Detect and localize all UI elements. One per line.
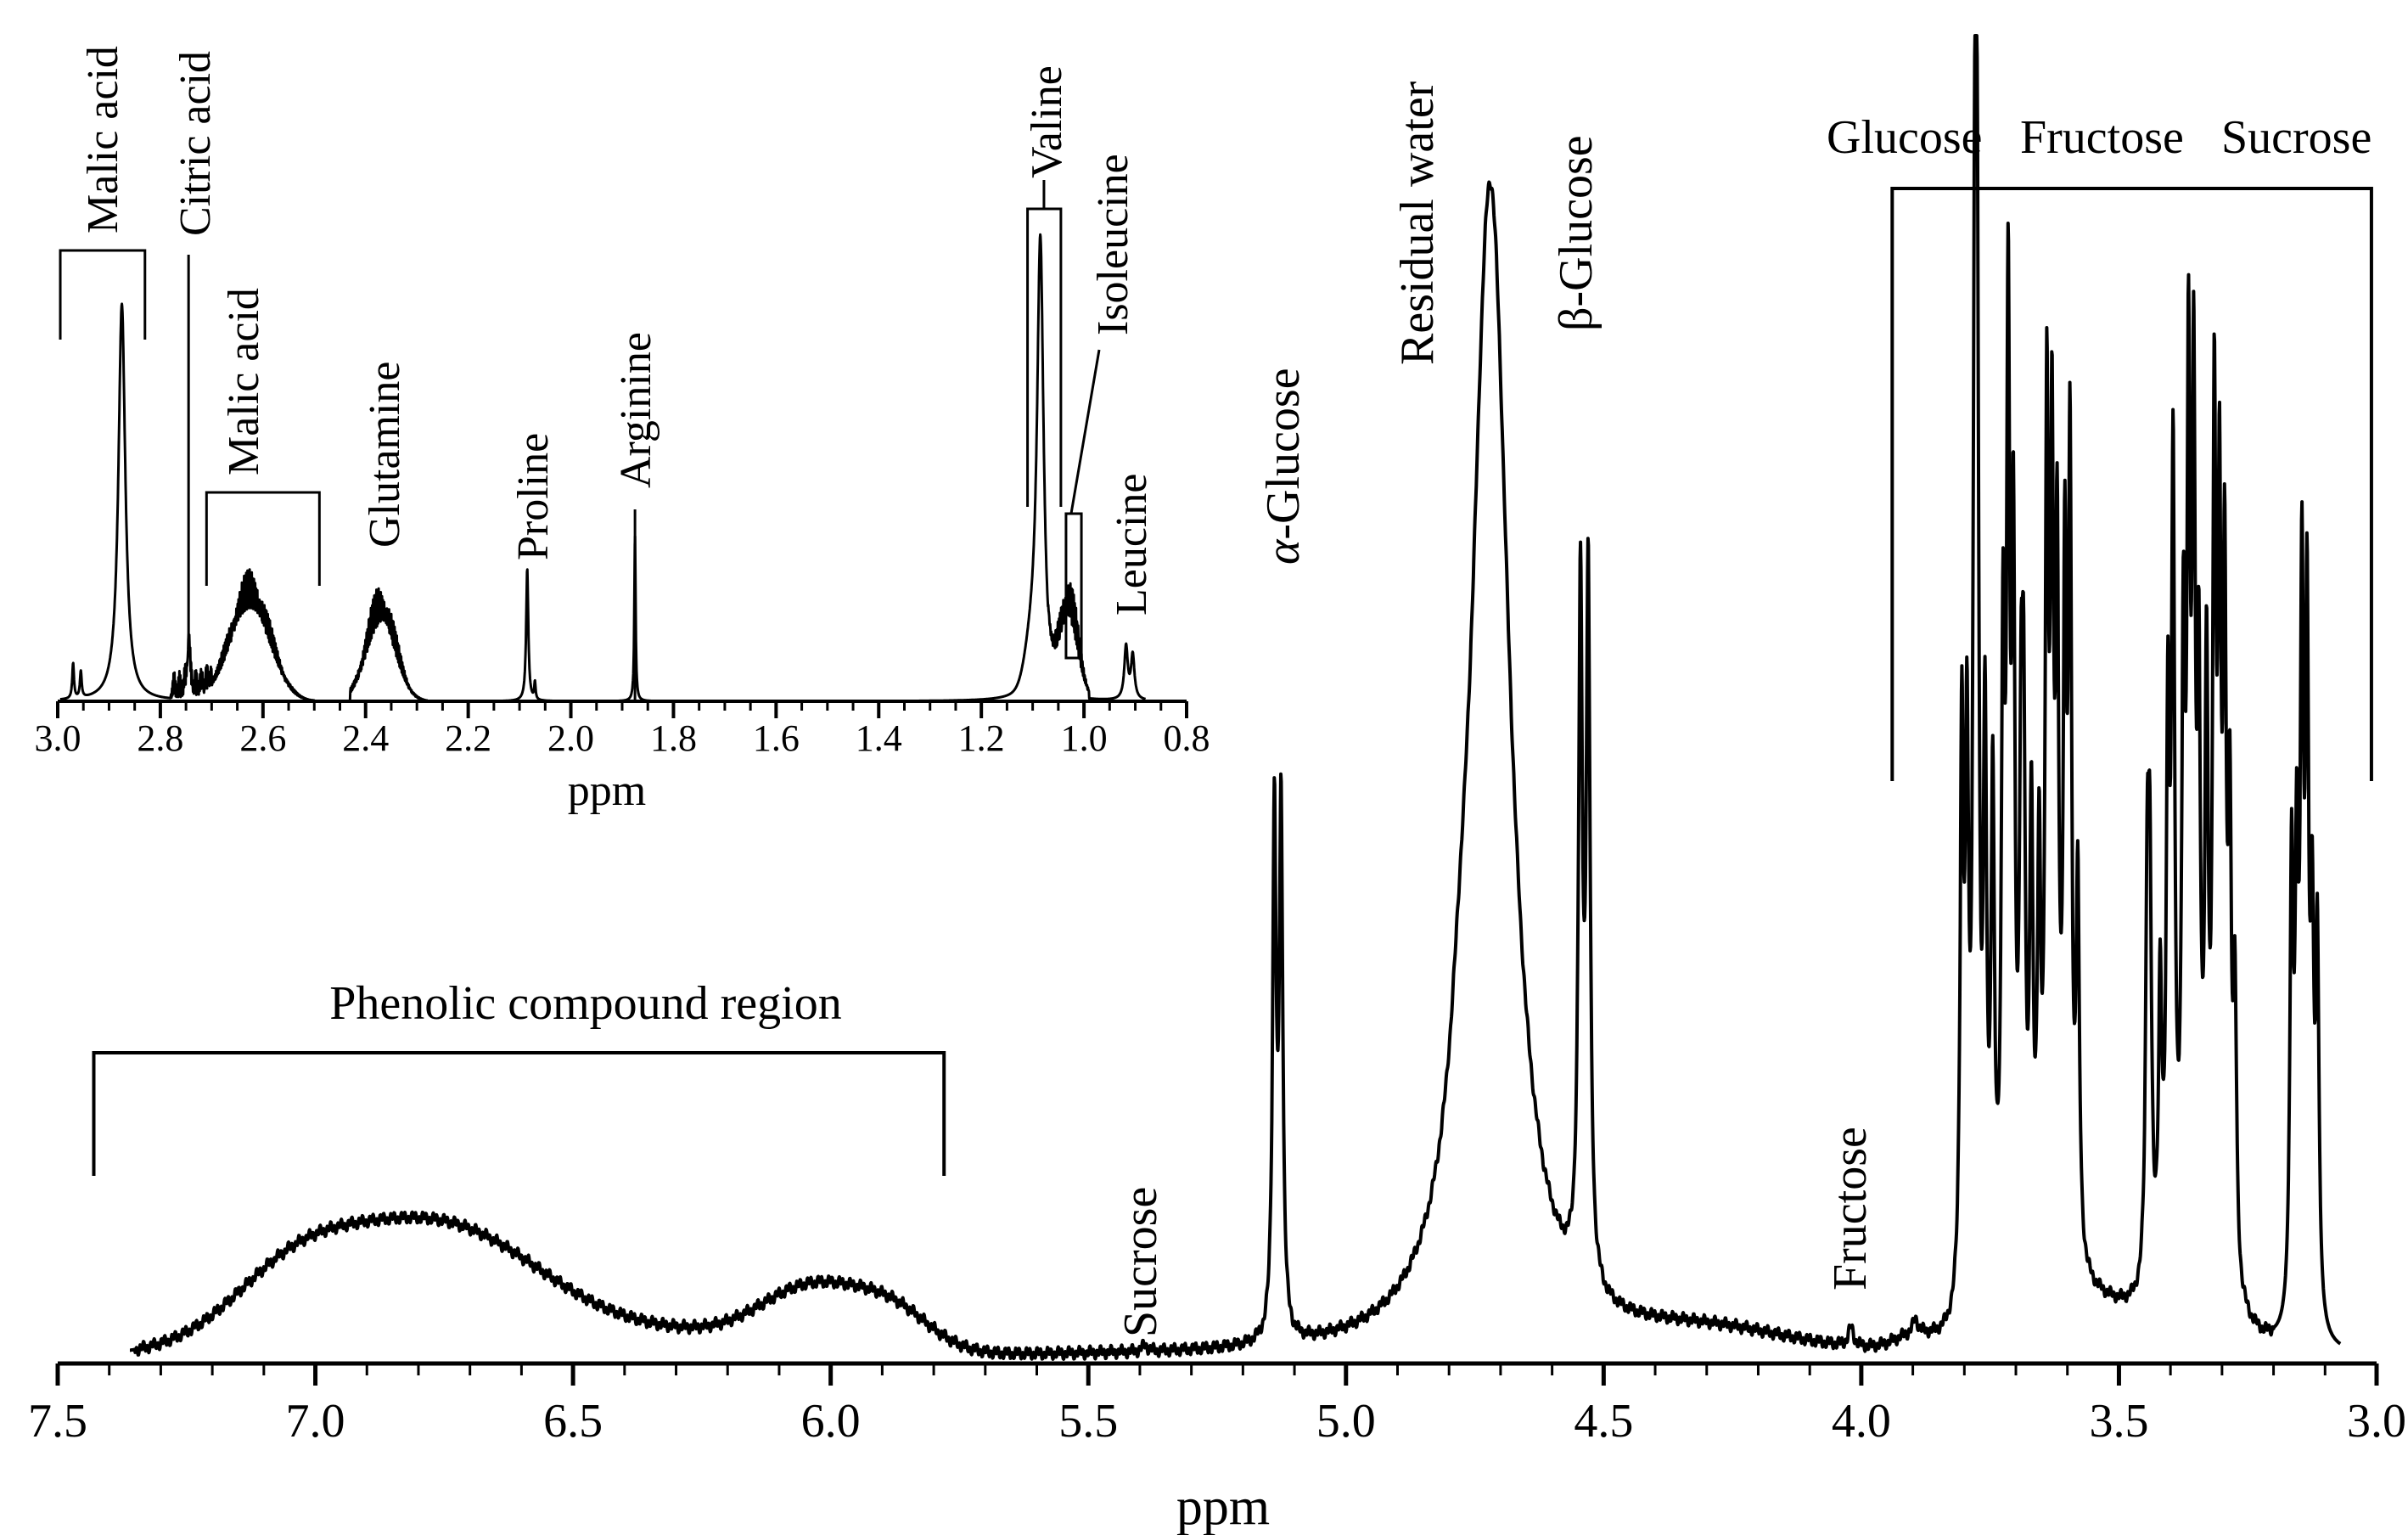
alpha-glucose-greek: α — [1257, 538, 1310, 565]
inset-tick-label: 2.6 — [239, 717, 286, 759]
proline-label: Proline — [509, 433, 558, 560]
main-tick-label: 5.0 — [1316, 1395, 1376, 1448]
main-tick-label: 5.5 — [1058, 1395, 1118, 1448]
inset-tick-label: 2.2 — [445, 717, 491, 759]
malic-acid-2-label: Malic acid — [220, 288, 268, 475]
main-x-axis-label: ppm — [1176, 1478, 1270, 1535]
phenolic-region-bracket — [92, 1051, 946, 1176]
citric-acid-label: Citric acid — [171, 51, 220, 236]
isoleucine-bracket-box — [1064, 512, 1083, 660]
inset-tick-label: 2.0 — [547, 717, 594, 759]
inset-tick-label: 2.4 — [342, 717, 389, 759]
main-tick-label: 3.0 — [2347, 1395, 2406, 1448]
inset-spectrum-chart: 3.0 2.8 2.6 2.4 2.2 2.0 1.8 1.6 1.4 1.2 1.0 0.8 ppm… — [35, 46, 1210, 815]
valine-label: Valine — [1023, 65, 1071, 178]
inset-x-axis-label: ppm — [568, 767, 646, 815]
glutamine-label: Glutamine — [361, 361, 409, 548]
main-tick-label: 4.0 — [1832, 1395, 1891, 1448]
malic-acid-1-label: Malic acid — [79, 46, 127, 233]
sugars-region-bracket — [1890, 187, 2373, 781]
inset-tick-label: 1.8 — [650, 717, 697, 759]
main-tick-label: 7.5 — [28, 1395, 87, 1448]
residual-water-peak-label: Residual water — [1391, 81, 1444, 365]
malic-acid-1-bracket — [59, 249, 147, 340]
main-tick-label: 6.5 — [543, 1395, 603, 1448]
inset-tick-label: 0.8 — [1164, 717, 1210, 759]
alpha-glucose-peak-label: α-Glucose — [1257, 368, 1310, 565]
inset-tick-label: 1.0 — [1061, 717, 1108, 759]
inset-tick-label: 2.8 — [137, 717, 183, 759]
inset-tick-label: 1.2 — [958, 717, 1005, 759]
isoleucine-label: Isoleucine — [1089, 154, 1137, 335]
beta-glucose-peak-label: β-Glucose — [1550, 135, 1603, 331]
malic-acid-2-bracket — [205, 491, 321, 586]
inset-x-axis-ticks — [56, 701, 1188, 718]
sugars-region-label: Glucose Fructose Sucrose — [1827, 111, 2372, 164]
sugars-label-glucose: Glucose — [1827, 111, 1983, 164]
sugars-label-sucrose: Sucrose — [2221, 111, 2372, 164]
leucine-label: Leucine — [1108, 474, 1156, 616]
inset-tick-label: 1.4 — [856, 717, 902, 759]
main-tick-label: 6.0 — [801, 1395, 861, 1448]
alpha-glucose-name: -Glucose — [1257, 368, 1310, 539]
phenolic-region-label: Phenolic compound region — [329, 977, 841, 1030]
main-spectrum-chart: 7.5 7.0 6.5 6.0 5.5 5.0 4.5 4.0 3.5 3.0 ppm Pheno… — [28, 34, 2406, 1535]
sucrose-peak-label: Sucrose — [1114, 1187, 1167, 1337]
main-tick-label: 4.5 — [1574, 1395, 1633, 1448]
main-spectrum-trace — [128, 34, 2342, 1361]
fructose-peak-label: Fructose — [1824, 1127, 1877, 1290]
main-x-axis-ticks — [55, 1364, 2379, 1386]
arginine-label: Arginine — [612, 332, 660, 488]
main-x-axis-tick-labels: 7.5 7.0 6.5 6.0 5.5 5.0 4.5 4.0 3.5 3.0 — [28, 1395, 2406, 1448]
inset-tick-label: 1.6 — [753, 717, 800, 759]
main-tick-label: 7.0 — [286, 1395, 345, 1448]
inset-x-axis-tick-labels: 3.0 2.8 2.6 2.4 2.2 2.0 1.8 1.6 1.4 1.2 1.0 0.8 — [35, 717, 1210, 759]
main-tick-label: 3.5 — [2089, 1395, 2148, 1448]
sugars-label-fructose: Fructose — [2020, 111, 2184, 164]
isoleucine-leader-line — [1069, 349, 1101, 514]
inset-tick-label: 3.0 — [35, 717, 81, 759]
